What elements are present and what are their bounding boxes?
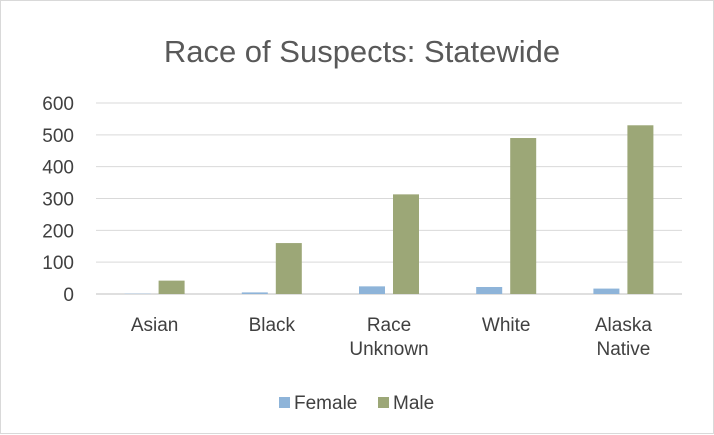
bar-male-0	[159, 281, 185, 294]
y-tick-label: 300	[42, 190, 74, 211]
category-label: Unknown	[349, 339, 428, 360]
chart-title: Race of Suspects: Statewide	[164, 34, 560, 69]
legend-label-male: Male	[393, 393, 434, 414]
category-label: Race	[367, 315, 411, 336]
bar-male-4	[627, 125, 653, 294]
gridlines	[96, 103, 682, 294]
bar-female-3	[476, 287, 502, 294]
bar-female-4	[593, 289, 619, 294]
legend-swatch-female	[279, 397, 290, 408]
y-tick-label: 200	[42, 221, 74, 242]
y-tick-label: 0	[63, 285, 74, 306]
y-tick-label: 500	[42, 126, 74, 147]
category-label: White	[482, 315, 531, 336]
legend-label-female: Female	[294, 393, 357, 414]
y-tick-label: 400	[42, 158, 74, 179]
legend-swatch-male	[378, 397, 389, 408]
x-axis-categories: Asian Black Race Unknown White Alaska Native	[131, 315, 653, 360]
bars	[125, 125, 654, 294]
y-axis-ticks: 0 100 200 300 400 500 600	[42, 94, 74, 306]
y-tick-label: 600	[42, 94, 74, 115]
legend: Female Male	[279, 393, 434, 414]
bar-male-3	[510, 138, 536, 294]
category-label: Native	[596, 339, 650, 360]
bar-female-2	[359, 286, 385, 294]
y-tick-label: 100	[42, 253, 74, 274]
bar-male-1	[276, 243, 302, 294]
category-label: Alaska	[595, 315, 652, 336]
category-label: Black	[249, 315, 296, 336]
category-label: Asian	[131, 315, 179, 336]
bar-female-1	[242, 292, 268, 294]
bar-male-2	[393, 194, 419, 294]
